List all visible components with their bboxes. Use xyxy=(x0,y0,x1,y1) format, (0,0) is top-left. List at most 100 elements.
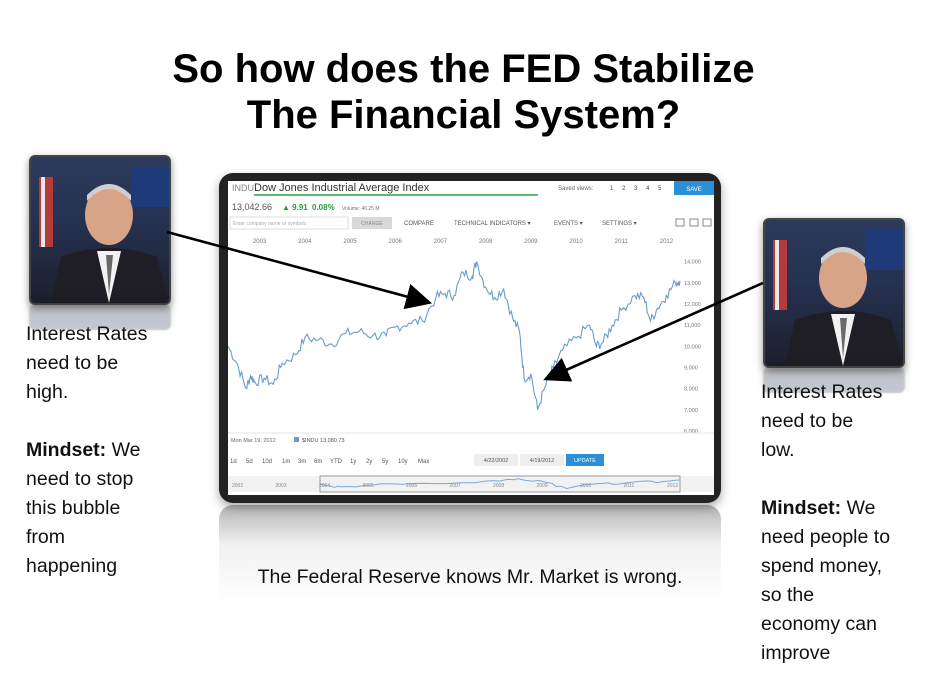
navigator-series-line xyxy=(319,478,681,490)
right-mindset-3: spend money, xyxy=(761,555,883,577)
fullscreen-icon[interactable] xyxy=(702,218,712,227)
update-button-label: UPDATE xyxy=(574,458,596,464)
range-buttons: 1d 5d 10d 1m 3m 6m YTD 1y 2y 5y 10y Max xyxy=(230,459,429,465)
symbol-search-placeholder: Enter company name or symbols xyxy=(233,221,307,227)
price-value: 13,042.66 xyxy=(232,202,272,212)
arrow-to-bottom xyxy=(543,281,764,382)
right-line-2: need to be xyxy=(761,410,854,432)
range-button[interactable]: 1d xyxy=(230,459,237,465)
print-icon[interactable] xyxy=(675,218,685,227)
date-to-input[interactable] xyxy=(520,454,564,466)
y-tick-label: 7,000 xyxy=(684,408,698,414)
range-button[interactable]: 10y xyxy=(398,459,408,465)
navigator-year-label: 2004 xyxy=(319,483,330,489)
navigator-year-label: 2007 xyxy=(450,483,461,489)
saved-views-label: Saved views: xyxy=(558,186,594,192)
right-mindset-label: Mindset: xyxy=(761,497,842,519)
left-mindset-5: happening xyxy=(26,555,118,577)
range-button[interactable]: 2y xyxy=(366,459,372,465)
arrow-to-peak xyxy=(166,230,433,310)
symbol-search-input[interactable] xyxy=(229,216,349,230)
saved-view-2[interactable]: 2 xyxy=(622,186,626,192)
change-percent: 0.08% xyxy=(312,203,335,212)
left-mindset-4: from xyxy=(26,526,65,548)
navigator-window[interactable] xyxy=(319,475,681,493)
y-tick-label: 6,000 xyxy=(684,429,698,435)
navigator-year-label: 2003 xyxy=(276,483,287,489)
table-icon[interactable] xyxy=(689,218,699,227)
slide-caption: The Federal Reserve knows Mr. Market is … xyxy=(257,566,683,588)
left-text-block: Interest Rates need to be high. Mindset:… xyxy=(26,320,186,581)
x-tick-label: 2008 xyxy=(479,239,493,245)
left-mindset-label: Mindset: xyxy=(26,439,107,461)
save-button[interactable] xyxy=(674,181,714,195)
right-mindset-6: improve xyxy=(761,642,831,664)
volume-text: Volume: 46.25 M xyxy=(342,206,380,212)
navigator-year-label: 2008 xyxy=(493,483,504,489)
navigator-year-label: 2005 xyxy=(363,483,374,489)
left-mindset-2: need to stop xyxy=(26,468,134,490)
ticker-symbol: INDU xyxy=(232,183,254,193)
range-button[interactable]: 6m xyxy=(314,459,322,465)
x-tick-label: 2010 xyxy=(569,239,583,245)
series-line xyxy=(228,261,681,410)
range-button[interactable]: 1m xyxy=(282,459,290,465)
x-axis-top: 2003 2004 2005 2006 2007 2008 2009 2010 2011 2012 xyxy=(253,239,674,245)
y-tick-label: 9,000 xyxy=(684,365,698,371)
date-from-input[interactable] xyxy=(474,454,518,466)
menu-technical-indicators[interactable]: TECHNICAL INDICATORS ▾ xyxy=(454,221,531,227)
range-button[interactable]: 3m xyxy=(298,459,306,465)
range-button[interactable]: YTD xyxy=(330,459,343,465)
y-tick-label: 10,000 xyxy=(684,344,701,350)
right-line-3: low. xyxy=(761,439,795,461)
title-line-1: So how does the FED Stabilize xyxy=(172,47,755,91)
navigator-strip[interactable] xyxy=(228,476,714,492)
finance-chart-screen: INDU Dow Jones Industrial Average Index … xyxy=(228,181,714,493)
tablet-screen: INDU Dow Jones Industrial Average Index … xyxy=(228,181,714,495)
range-button[interactable]: 10d xyxy=(262,459,272,465)
x-tick-label: 2012 xyxy=(660,239,674,245)
menu-settings[interactable]: SETTINGS ▾ xyxy=(602,221,637,227)
change-value: ▲ 9.91 xyxy=(282,203,308,212)
tablet-reflection xyxy=(219,505,721,605)
left-mindset-3: this bubble xyxy=(26,497,121,519)
change-button[interactable] xyxy=(352,217,392,229)
range-button[interactable]: 5y xyxy=(382,459,388,465)
y-tick-label: 13,000 xyxy=(684,281,701,287)
x-tick-label: 2007 xyxy=(434,239,448,245)
speaker-portrait-left xyxy=(39,167,169,303)
right-mindset-4: so the xyxy=(761,584,815,606)
menu-events[interactable]: EVENTS ▾ xyxy=(554,221,583,227)
footer-date: Mon Mar 19, 2012 xyxy=(231,438,276,444)
menu-compare[interactable]: COMPARE xyxy=(404,221,434,227)
date-from-text: 4/22/2002 xyxy=(484,458,508,464)
left-photo xyxy=(29,155,171,305)
left-line-2: need to be xyxy=(26,352,119,374)
right-mindset-2: need people to xyxy=(761,526,891,548)
y-tick-label: 14,000 xyxy=(684,260,701,266)
left-line-3: high. xyxy=(26,381,69,403)
range-button[interactable]: 5d xyxy=(246,459,253,465)
x-tick-label: 2005 xyxy=(343,239,357,245)
range-button[interactable]: Max xyxy=(418,459,429,465)
right-photo xyxy=(763,218,905,368)
saved-view-3[interactable]: 3 xyxy=(634,186,638,192)
y-tick-label: 8,000 xyxy=(684,387,698,393)
navigator-year-label: 2009 xyxy=(537,483,548,489)
navigator-year-label: 2010 xyxy=(580,483,591,489)
x-tick-label: 2003 xyxy=(253,239,267,245)
saved-view-1[interactable]: 1 xyxy=(610,186,614,192)
change-button-label: CHANGE xyxy=(361,221,383,227)
x-tick-label: 2009 xyxy=(524,239,538,245)
x-tick-label: 2011 xyxy=(615,239,629,245)
x-tick-label: 2006 xyxy=(389,239,403,245)
save-button-label: SAVE xyxy=(686,187,702,193)
range-button[interactable]: 1y xyxy=(350,459,356,465)
saved-view-5[interactable]: 5 xyxy=(658,186,662,192)
navigator-year-label: 2011 xyxy=(624,483,635,489)
saved-view-4[interactable]: 4 xyxy=(646,186,650,192)
y-axis-right: 6,000 7,000 8,000 9,000 10,000 11,000 12,000 13… xyxy=(684,260,701,435)
update-button[interactable] xyxy=(566,454,604,466)
navigator-years: 2002 2003 2004 2005 2006 2007 2008 2009 2010 2011… xyxy=(232,483,678,489)
